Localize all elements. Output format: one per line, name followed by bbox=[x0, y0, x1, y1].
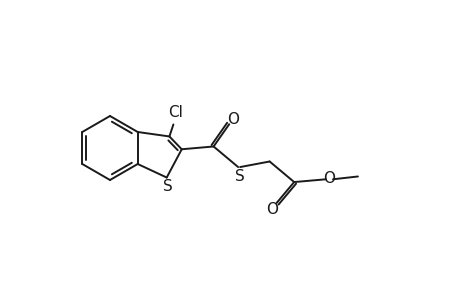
Text: O: O bbox=[322, 171, 334, 186]
Text: Cl: Cl bbox=[168, 105, 182, 120]
Text: S: S bbox=[162, 179, 172, 194]
Text: O: O bbox=[265, 202, 277, 217]
Text: S: S bbox=[235, 169, 245, 184]
Text: O: O bbox=[227, 112, 239, 127]
